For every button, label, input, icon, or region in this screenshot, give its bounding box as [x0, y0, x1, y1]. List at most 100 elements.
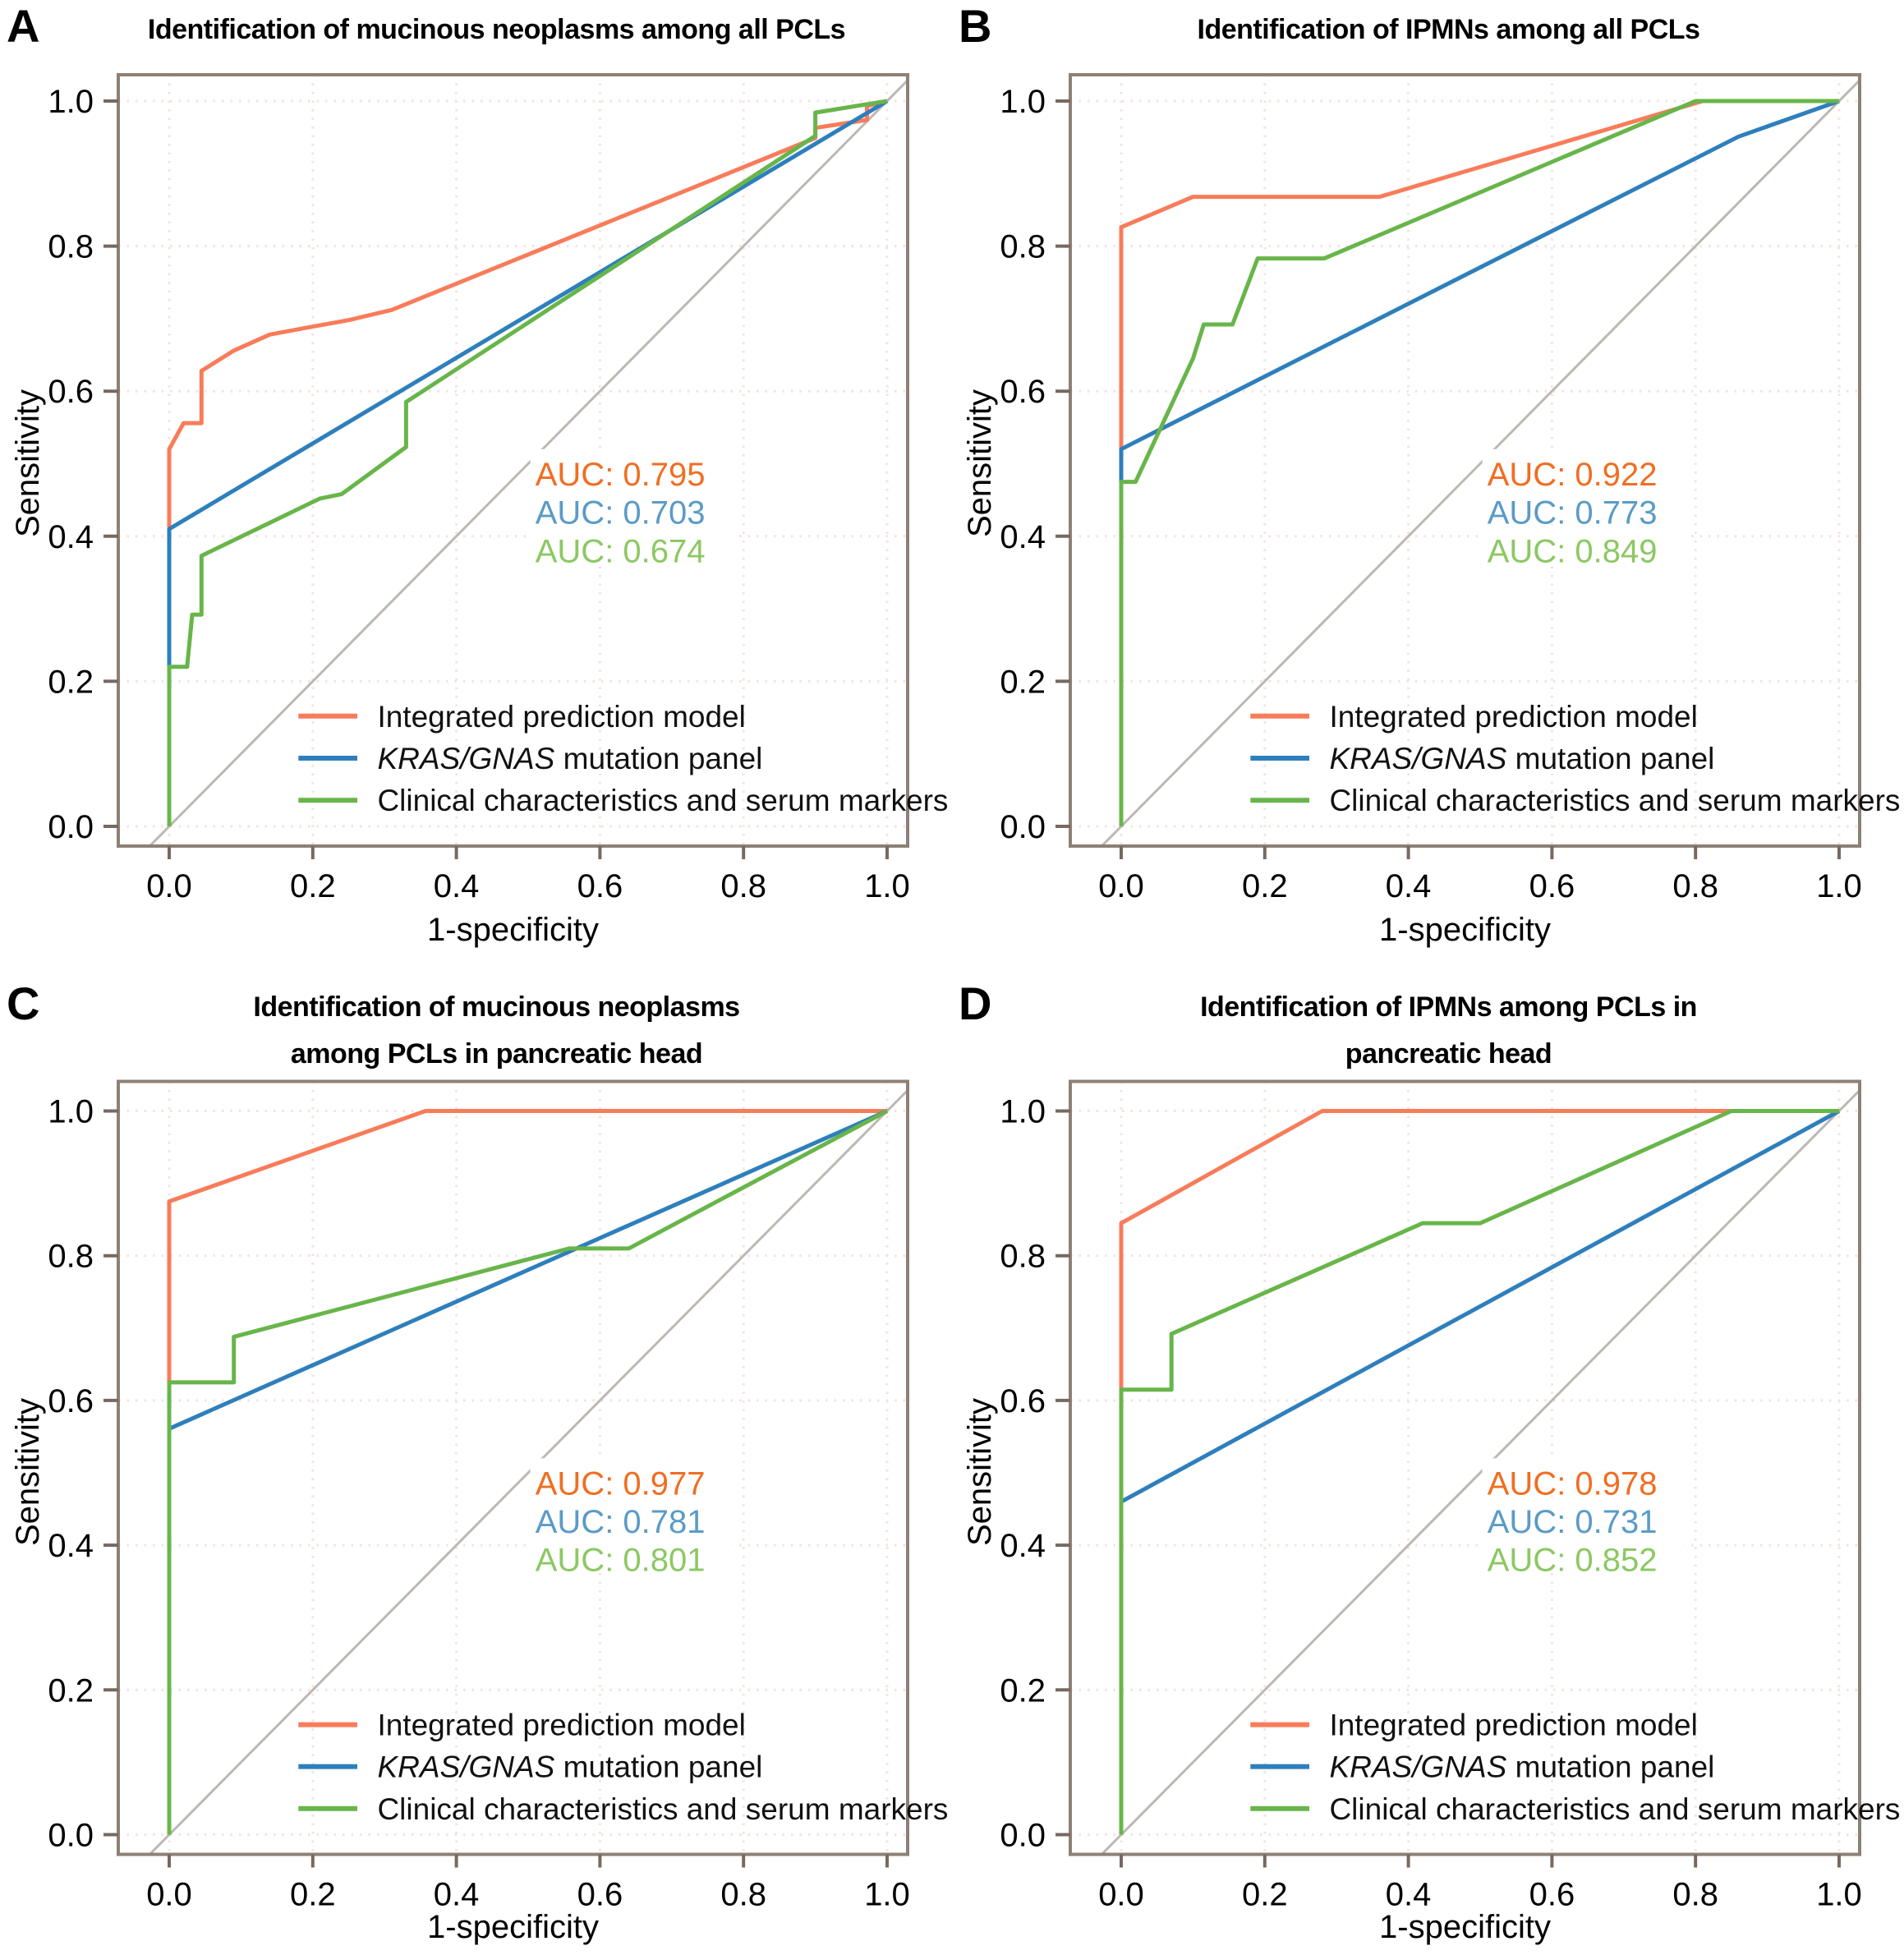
panel-b: B Identification of IPMNs among all PCLs…	[952, 0, 1904, 978]
plot-frame	[1069, 73, 1861, 848]
y-tick-label: 0.4	[48, 1528, 94, 1564]
panel-letter-c: C	[7, 978, 40, 1029]
panel-title-b-line1: Identification of IPMNs among all PCLs	[1197, 14, 1700, 45]
auc-label-background	[530, 448, 733, 485]
y-tick-label: 1.0	[48, 84, 94, 120]
auc-label-background	[530, 487, 733, 524]
y-tick-label: 1.0	[1000, 84, 1046, 120]
auc-label-kras: AUC: 0.781	[536, 1504, 706, 1540]
x-tick-label: 0.6	[577, 868, 623, 904]
y-tick-label: 0.0	[1000, 1818, 1046, 1854]
x-tick-label: 0.8	[1672, 868, 1718, 904]
x-tick-label: 0.4	[434, 1877, 480, 1913]
panel-title-a-line1: Identification of mucinous neoplasms amo…	[147, 14, 846, 45]
reference-diagonal	[1101, 1089, 1860, 1856]
legend-label-clinical: Clinical characteristics and serum marke…	[1329, 1792, 1900, 1826]
reference-diagonal	[149, 79, 908, 847]
legend-label-integrated: Integrated prediction model	[1329, 700, 1697, 734]
axis-ticks: 0.0 0.0 0.2 0.2 0.4 0.4 0.6 0.6 0.8 0.8 1.0 1.0	[48, 84, 909, 904]
y-tick-label: 0.2	[1000, 1672, 1046, 1709]
legend-label-integrated: Integrated prediction model	[1329, 1709, 1697, 1742]
x-axis-title: 1-specificity	[427, 912, 599, 948]
auc-label-background	[1482, 1458, 1685, 1495]
panel-a: A Identification of mucinous neoplasms a…	[0, 0, 952, 978]
panel-title-c-line1: Identification of mucinous neoplasms	[253, 991, 740, 1023]
x-tick-label: 0.8	[1672, 1877, 1718, 1913]
y-tick-label: 0.2	[48, 664, 94, 700]
panel-title-d: Identification of IPMNs among PCLs in pan…	[1018, 984, 1879, 1078]
x-tick-label: 0.2	[1242, 1877, 1288, 1913]
reference-diagonal	[1101, 79, 1860, 847]
x-tick-label: 0.8	[720, 868, 766, 904]
panel-letter-d: D	[959, 978, 992, 1029]
y-axis-title: Sensitivity	[10, 1397, 46, 1547]
auc-label-integrated: AUC: 0.795	[536, 457, 706, 493]
x-tick-label: 0.4	[434, 868, 480, 904]
legend: Integrated prediction model KRAS/GNAS mut…	[298, 1709, 948, 1826]
panel-title-c: Identification of mucinous neoplasms amon…	[66, 984, 927, 1078]
x-tick-label: 1.0	[1816, 868, 1862, 904]
y-tick-label: 0.0	[48, 1818, 94, 1854]
x-tick-label: 0.2	[290, 868, 336, 904]
legend-label-kras: KRAS/GNAS mutation panel	[377, 742, 762, 775]
x-tick-label: 1.0	[864, 1877, 910, 1913]
legend-label-clinical: Clinical characteristics and serum marke…	[1329, 784, 1900, 817]
y-tick-label: 0.4	[48, 519, 94, 555]
y-tick-label: 0.6	[48, 1383, 94, 1419]
auc-label-background	[530, 526, 733, 563]
x-tick-label: 0.2	[290, 1877, 336, 1913]
x-tick-label: 1.0	[864, 868, 910, 904]
panel-title-b: Identification of IPMNs among all PCLs	[1018, 7, 1879, 53]
auc-label-background	[1482, 487, 1685, 524]
y-tick-label: 0.8	[48, 1239, 94, 1275]
auc-label-clinical: AUC: 0.852	[1488, 1543, 1658, 1579]
x-tick-label: 0.0	[1098, 1877, 1144, 1913]
auc-label-kras: AUC: 0.773	[1488, 495, 1658, 531]
legend-label-clinical: Clinical characteristics and serum marke…	[377, 1792, 948, 1826]
x-tick-label: 1.0	[1816, 1877, 1862, 1913]
panel-title-d-line1: Identification of IPMNs among PCLs in	[1200, 991, 1697, 1023]
legend-label-kras: KRAS/GNAS mutation panel	[1329, 1750, 1714, 1784]
y-tick-label: 0.0	[48, 809, 94, 845]
roc-plot-c: 0.0 0.0 0.2 0.2 0.4 0.4 0.6 0.6 0.8 0.8 1.0 1.0 AUC:…	[48, 1079, 948, 1913]
legend: Integrated prediction model KRAS/GNAS mut…	[298, 700, 948, 817]
x-axis-title: 1-specificity	[1379, 1909, 1551, 1945]
roc-plot-d: 0.0 0.0 0.2 0.2 0.4 0.4 0.6 0.6 0.8 0.8 1.0 1.0 AUC:…	[1000, 1079, 1900, 1913]
y-tick-label: 0.8	[1000, 229, 1046, 265]
roc-curve-clinical	[167, 1109, 889, 1835]
legend: Integrated prediction model KRAS/GNAS mut…	[1250, 1709, 1900, 1826]
panel-title-d-line2: pancreatic head	[1345, 1038, 1552, 1070]
x-tick-label: 0.0	[146, 868, 192, 904]
y-tick-label: 0.8	[1000, 1239, 1046, 1275]
legend-label-clinical: Clinical characteristics and serum marke…	[377, 784, 948, 817]
x-tick-label: 0.6	[1529, 1877, 1575, 1913]
y-tick-label: 0.2	[48, 1672, 94, 1709]
axis-ticks: 0.0 0.0 0.2 0.2 0.4 0.4 0.6 0.6 0.8 0.8 1.0 1.0	[48, 1094, 909, 1913]
y-tick-label: 0.8	[48, 229, 94, 265]
y-tick-label: 0.6	[48, 374, 94, 410]
panel-letter-a: A	[7, 0, 40, 52]
y-tick-label: 0.4	[1000, 1528, 1046, 1564]
roc-curve-clinical	[167, 99, 888, 826]
y-tick-label: 0.6	[1000, 374, 1046, 410]
x-tick-label: 0.8	[720, 1877, 766, 1913]
axis-ticks: 0.0 0.0 0.2 0.2 0.4 0.4 0.6 0.6 0.8 0.8 1.0 1.0	[1000, 1094, 1861, 1913]
auc-label-clinical: AUC: 0.674	[536, 533, 706, 569]
x-tick-label: 0.4	[1386, 1877, 1432, 1913]
legend-label-integrated: Integrated prediction model	[377, 700, 745, 734]
roc-plot-a: 0.0 0.0 0.2 0.2 0.4 0.4 0.6 0.6 0.8 0.8 1.0 1.0 AUC:…	[48, 73, 948, 904]
roc-curve-clinical	[1119, 1109, 1839, 1835]
plot-frame	[117, 1079, 909, 1856]
auc-label-background	[1482, 526, 1685, 563]
auc-label-background	[530, 1497, 733, 1534]
plot-frame	[1069, 1079, 1861, 1856]
legend-label-kras: KRAS/GNAS mutation panel	[377, 1750, 762, 1784]
y-tick-label: 0.2	[1000, 664, 1046, 700]
auc-label-background	[1482, 1497, 1685, 1534]
y-tick-label: 0.4	[1000, 519, 1046, 555]
auc-label-background	[1482, 448, 1685, 485]
